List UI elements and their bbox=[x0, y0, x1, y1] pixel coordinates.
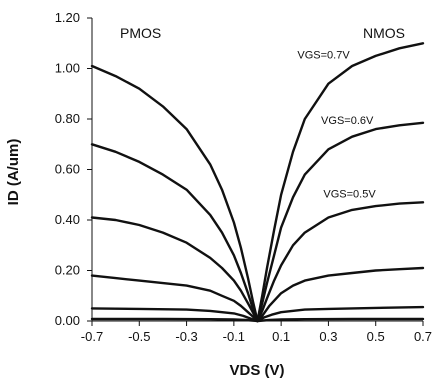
x-tick-label-6: 0.5 bbox=[367, 329, 385, 344]
x-tick-label-1: -0.5 bbox=[128, 329, 150, 344]
series-curve-8 bbox=[256, 201, 425, 323]
series-curve-10 bbox=[256, 305, 425, 323]
series-curve-4 bbox=[90, 307, 259, 323]
y-tick-label-4: 0.80 bbox=[55, 111, 80, 126]
y-tick-label-6: 1.20 bbox=[55, 10, 80, 25]
x-axis-title: VDS (V) bbox=[229, 362, 284, 379]
x-tick-label-7: 0.7 bbox=[414, 329, 432, 344]
y-tick-label-5: 1.00 bbox=[55, 61, 80, 76]
series-curve-0 bbox=[90, 64, 259, 323]
y-tick-label-0: 0.00 bbox=[55, 313, 80, 328]
y-tick-label-3: 0.60 bbox=[55, 162, 80, 177]
series-curve-6 bbox=[256, 42, 425, 323]
x-tick-label-0: -0.7 bbox=[81, 329, 103, 344]
y-tick-label-1: 0.20 bbox=[55, 263, 80, 278]
series-curve-11 bbox=[256, 317, 425, 323]
curve-label-0: VGS=0.7V bbox=[297, 49, 350, 61]
series-curve-2 bbox=[90, 216, 259, 323]
curve-label-2: VGS=0.5V bbox=[323, 188, 376, 200]
series-curve-5 bbox=[90, 317, 259, 323]
series-curve-7 bbox=[256, 121, 425, 323]
x-tick-label-5: 0.3 bbox=[319, 329, 337, 344]
labels: PMOS NMOS VDS (V) ID (A/um) VGS=0.7V VGS=… bbox=[5, 25, 405, 379]
pmos-label: PMOS bbox=[120, 25, 161, 41]
curves bbox=[90, 42, 425, 323]
y-axis-title: ID (A/um) bbox=[5, 139, 22, 206]
series-curve-9 bbox=[256, 266, 425, 323]
series-curve-3 bbox=[90, 274, 259, 323]
x-tick-label-2: -0.3 bbox=[175, 329, 197, 344]
nmos-label: NMOS bbox=[363, 25, 405, 41]
x-tick-label-3: -0.1 bbox=[223, 329, 245, 344]
axes: 0.00 0.20 0.40 0.60 0.80 1.00 1.20 -0.7 -0.5 -0.3… bbox=[55, 10, 432, 344]
curve-label-1: VGS=0.6V bbox=[321, 115, 374, 127]
x-tick-label-4: 0.1 bbox=[272, 329, 290, 344]
series-curve-1 bbox=[90, 143, 259, 323]
y-tick-label-2: 0.40 bbox=[55, 212, 80, 227]
